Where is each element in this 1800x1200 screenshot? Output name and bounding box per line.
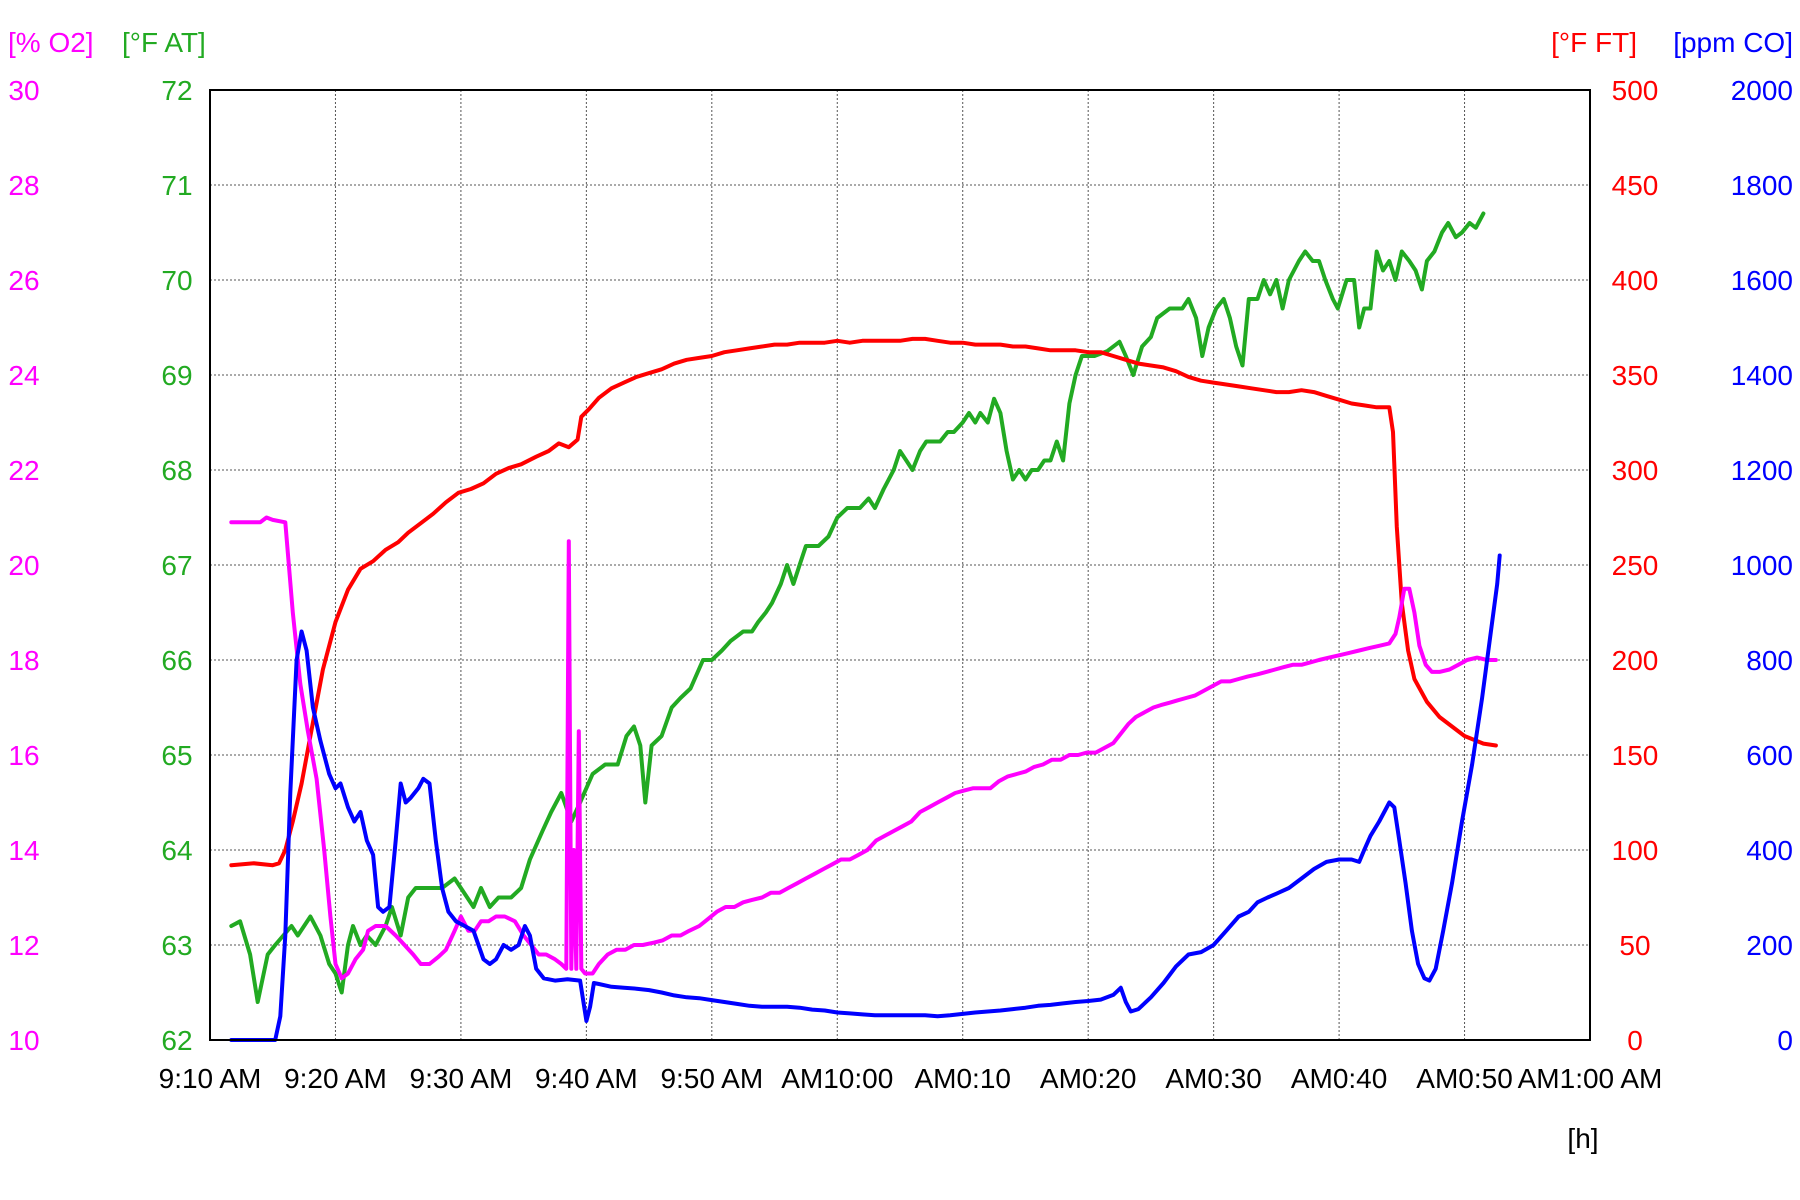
tick-label-at: 70	[161, 265, 192, 296]
tick-label-co: 1800	[1731, 170, 1793, 201]
x-tick-label: AM1:00 AM	[1518, 1063, 1663, 1094]
tick-labels: 30 28 26 24 22 20 18 16 14 12 10 72 71 70 69 68 67 66 65 64…	[8, 75, 1793, 1094]
x-tick-label: 9:10 AM	[159, 1063, 262, 1094]
tick-label-co: 600	[1746, 740, 1793, 771]
tick-label-at: 65	[161, 740, 192, 771]
x-tick-label: AM0:30	[1165, 1063, 1262, 1094]
series-line-co	[229, 553, 1502, 1042]
tick-label-o2: 18	[8, 645, 39, 676]
tick-label-o2: 12	[8, 930, 39, 961]
tick-label-co: 2000	[1731, 75, 1793, 106]
tick-label-ft: 500	[1612, 75, 1659, 106]
series-layer	[229, 211, 1502, 1042]
tick-label-at: 63	[161, 930, 192, 961]
tick-label-co: 1000	[1731, 550, 1793, 581]
x-tick-label: AM0:20	[1040, 1063, 1137, 1094]
series-line-at	[229, 211, 1486, 1004]
x-tick-label: AM10:00	[781, 1063, 893, 1094]
tick-label-at: 67	[161, 550, 192, 581]
tick-label-o2: 22	[8, 455, 39, 486]
x-tick-label: AM0:50	[1416, 1063, 1513, 1094]
tick-label-at: 66	[161, 645, 192, 676]
tick-label-co: 1400	[1731, 360, 1793, 391]
tick-label-o2: 16	[8, 740, 39, 771]
tick-label-ft: 50	[1619, 930, 1650, 961]
tick-label-ft: 350	[1612, 360, 1659, 391]
tick-label-at: 68	[161, 455, 192, 486]
tick-label-ft: 150	[1612, 740, 1659, 771]
x-tick-label: 9:30 AM	[410, 1063, 513, 1094]
tick-label-co: 200	[1746, 930, 1793, 961]
tick-label-co: 0	[1777, 1025, 1793, 1056]
tick-label-o2: 28	[8, 170, 39, 201]
x-tick-label: 9:20 AM	[284, 1063, 387, 1094]
series-line-ft	[229, 336, 1498, 868]
tick-label-o2: 24	[8, 360, 39, 391]
tick-label-co: 1200	[1731, 455, 1793, 486]
x-axis-title: [h]	[1567, 1123, 1598, 1154]
tick-label-ft: 100	[1612, 835, 1659, 866]
tick-label-o2: 20	[8, 550, 39, 581]
x-tick-label: 9:40 AM	[535, 1063, 638, 1094]
tick-label-ft: 450	[1612, 170, 1659, 201]
tick-label-at: 62	[161, 1025, 192, 1056]
tick-label-o2: 14	[8, 835, 39, 866]
tick-label-ft: 200	[1612, 645, 1659, 676]
series-line-o2	[229, 515, 1498, 981]
tick-label-at: 69	[161, 360, 192, 391]
tick-label-o2: 26	[8, 265, 39, 296]
tick-label-o2: 30	[8, 75, 39, 106]
tick-label-at: 64	[161, 835, 192, 866]
tick-label-ft: 300	[1612, 455, 1659, 486]
tick-label-ft: 0	[1627, 1025, 1643, 1056]
tick-label-at: 71	[161, 170, 192, 201]
tick-label-ft: 250	[1612, 550, 1659, 581]
x-tick-label: AM0:40	[1291, 1063, 1388, 1094]
axis-title-ft: [°F FT]	[1551, 27, 1637, 58]
grid	[210, 90, 1590, 1040]
tick-label-ft: 400	[1612, 265, 1659, 296]
plot-frame	[209, 89, 1591, 1041]
tick-label-co: 1600	[1731, 265, 1793, 296]
axis-title-co: [ppm CO]	[1673, 27, 1793, 58]
tick-label-at: 72	[161, 75, 192, 106]
tick-label-co: 400	[1746, 835, 1793, 866]
x-tick-label: AM0:10	[914, 1063, 1011, 1094]
tick-label-co: 800	[1746, 645, 1793, 676]
axis-title-at: [°F AT]	[122, 27, 206, 58]
axis-labels: [% O2] [°F AT] [°F FT] [ppm CO]	[8, 27, 1793, 58]
x-tick-label: 9:50 AM	[660, 1063, 763, 1094]
tick-label-o2: 10	[8, 1025, 39, 1056]
axis-title-o2: [% O2]	[8, 27, 94, 58]
